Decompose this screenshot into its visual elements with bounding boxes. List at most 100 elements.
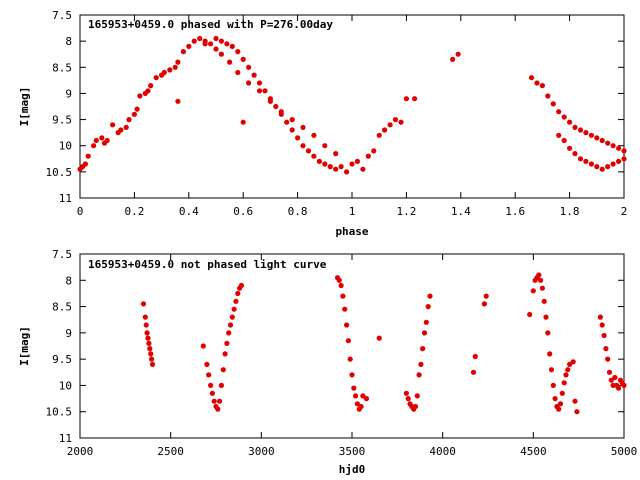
data-point xyxy=(336,277,342,283)
data-point xyxy=(565,367,571,373)
x-tick-label: 0.6 xyxy=(233,205,253,218)
x-tick-label: 0 xyxy=(77,205,84,218)
data-point xyxy=(530,288,536,294)
data-point xyxy=(483,293,489,299)
data-point xyxy=(545,93,551,99)
y-axis-label: I[mag] xyxy=(18,87,31,127)
x-tick-label: 4500 xyxy=(520,445,547,458)
data-point xyxy=(414,393,420,399)
data-point xyxy=(240,56,246,63)
data-point xyxy=(206,372,212,378)
data-point xyxy=(218,382,224,388)
data-point xyxy=(229,314,235,320)
data-point xyxy=(85,153,91,159)
data-point xyxy=(161,69,167,76)
data-point xyxy=(481,301,487,307)
data-point xyxy=(289,127,295,133)
data-point xyxy=(547,351,553,357)
data-point xyxy=(197,35,203,42)
data-point xyxy=(142,314,148,320)
data-point xyxy=(616,145,622,151)
data-point xyxy=(180,49,186,55)
data-point xyxy=(563,372,569,378)
unphased-light-curve-panel: 2000 2500 3000 3500 4000 4500 5000 7.5 8 8.5 9 9.5 1… xyxy=(18,248,637,476)
data-point xyxy=(246,64,252,70)
data-point xyxy=(548,367,555,373)
x-tick-label: 2500 xyxy=(157,445,184,458)
data-point xyxy=(316,158,322,164)
data-point xyxy=(583,130,589,136)
x-tick-label: 1.8 xyxy=(560,205,580,218)
data-point xyxy=(231,306,237,312)
data-point xyxy=(621,148,627,154)
data-point xyxy=(470,369,477,375)
data-point xyxy=(215,406,221,412)
x-tick-label: 1.2 xyxy=(396,205,416,218)
data-point xyxy=(605,356,611,362)
data-point xyxy=(382,127,388,133)
data-point xyxy=(376,132,382,138)
data-point xyxy=(211,398,217,404)
data-point xyxy=(137,93,143,99)
data-point xyxy=(363,396,370,402)
phased-light-curve-panel: 0 0.2 0.4 0.6 0.8 1 1.2 1.4 1.6 1.8 2 7.5 8 8.5 9 9.5 10… xyxy=(18,9,627,238)
data-point xyxy=(561,137,567,144)
y-tick-label: 8 xyxy=(65,35,72,48)
x-tick-label: 1.6 xyxy=(505,205,525,218)
x-tick-label: 0.8 xyxy=(288,205,308,218)
data-point xyxy=(450,56,456,63)
data-point xyxy=(353,393,359,399)
data-point xyxy=(340,293,346,299)
data-point xyxy=(222,351,228,357)
data-point xyxy=(123,124,129,130)
data-point xyxy=(599,322,605,328)
data-point xyxy=(559,390,565,396)
data-point xyxy=(175,98,181,104)
data-point xyxy=(322,143,328,149)
data-point xyxy=(262,88,268,94)
data-point xyxy=(570,359,576,365)
data-point xyxy=(416,372,422,378)
data-point xyxy=(588,132,595,138)
data-point xyxy=(82,161,88,167)
data-point xyxy=(347,356,353,362)
data-point xyxy=(342,306,348,312)
data-point xyxy=(621,382,627,388)
y-tick-label: 10 xyxy=(59,379,72,392)
data-point xyxy=(191,38,197,44)
data-point xyxy=(561,380,567,386)
data-point xyxy=(541,298,547,304)
data-point xyxy=(153,75,159,81)
data-point xyxy=(354,158,360,164)
data-point xyxy=(145,88,151,94)
data-point xyxy=(238,282,244,289)
data-point xyxy=(538,277,544,283)
data-point xyxy=(574,409,580,415)
y-tick-label: 10.5 xyxy=(46,406,73,419)
data-point xyxy=(594,164,600,170)
data-point xyxy=(365,153,371,159)
data-point xyxy=(539,285,546,291)
data-point xyxy=(311,132,317,138)
data-point xyxy=(550,382,556,388)
data-point xyxy=(354,401,360,407)
data-point xyxy=(229,43,235,50)
x-tick-label: 0.2 xyxy=(124,205,144,218)
plot-frame xyxy=(79,14,625,199)
data-point xyxy=(405,396,411,402)
data-point xyxy=(610,161,616,167)
data-point xyxy=(608,377,614,383)
data-point xyxy=(305,148,312,154)
data-point xyxy=(278,109,284,115)
data-point xyxy=(256,80,263,86)
data-point xyxy=(227,322,234,328)
data-point xyxy=(567,361,573,367)
data-point xyxy=(398,119,404,125)
data-point xyxy=(284,119,290,125)
data-point xyxy=(240,119,246,125)
data-point xyxy=(149,361,156,367)
data-point xyxy=(594,135,600,141)
data-point xyxy=(256,88,263,94)
y-tick-label: 9.5 xyxy=(52,114,72,127)
data-point xyxy=(599,166,605,172)
